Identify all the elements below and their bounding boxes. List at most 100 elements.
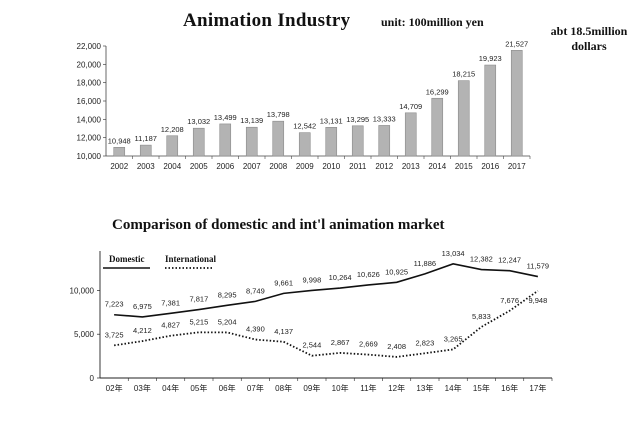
data-label: 8,749 [246,286,265,295]
legend-label-international: International [165,254,217,264]
line-x-tick-label: 12年 [388,383,405,393]
line-x-tick-label: 13年 [416,383,433,393]
line-x-tick-label: 11年 [360,383,376,393]
bar [166,135,179,157]
bar-value-label: 21,527 [505,39,528,48]
data-label: 5,204 [218,317,237,326]
data-label: 8,295 [218,290,237,299]
data-label: 7,676 [500,296,519,305]
bar [351,125,364,157]
data-label: 11,886 [414,259,436,268]
line-x-tick-label: 04年 [162,383,179,393]
series-line-international [113,290,539,358]
data-label: 10,925 [385,267,408,276]
bar-value-label: 13,333 [373,114,396,123]
line-x-tick-label: 15年 [473,383,490,393]
bar-x-tick-label: 2014 [428,162,446,171]
data-label: 12,382 [470,255,493,264]
line-x-tick-label: 06年 [219,383,236,393]
data-label: 5,215 [189,317,208,326]
bar-y-tick-label: 16,000 [77,97,102,106]
data-label: 2,669 [359,340,378,349]
bar-x-tick-label: 2017 [508,162,526,171]
data-label: 2,867 [331,338,350,347]
bar [192,127,205,157]
line-y-tick-label: 0 [90,374,95,383]
bar-x-tick-label: 2011 [349,162,367,171]
bar-value-label: 12,542 [293,122,316,131]
bar-x-tick-label: 2007 [243,162,261,171]
data-label: 7,381 [161,298,180,307]
data-label: 9,661 [274,278,293,287]
data-label: 11,579 [527,262,549,271]
line-y-tick-label: 10,000 [70,286,95,295]
bar-x-tick-label: 2009 [296,162,314,171]
line-x-tick-label: 09年 [303,383,320,393]
bar-x-tick-label: 2003 [137,162,155,171]
data-label: 4,212 [133,326,152,335]
bar-x-tick-label: 2006 [216,162,234,171]
bar-x-tick-label: 2005 [190,162,208,171]
data-label: 13,034 [442,249,465,258]
bar-value-label: 13,499 [214,113,237,122]
bar-y-tick-label: 14,000 [77,115,102,124]
bar-value-label: 16,299 [426,87,449,96]
data-label: 6,975 [133,302,152,311]
line-x-tick-label: 10年 [332,383,349,393]
data-label: 12,247 [498,256,521,265]
bar [139,144,152,157]
bar-x-tick-label: 2013 [402,162,420,171]
data-label: 2,544 [302,341,321,350]
bar-value-label: 13,139 [240,116,263,125]
bar [113,147,126,157]
bar [457,80,470,157]
data-label: 10,264 [329,273,352,282]
bar [484,64,497,157]
bar-x-tick-label: 2010 [322,162,340,171]
line-x-tick-label: 16年 [501,383,518,393]
bar-x-tick-label: 2002 [110,162,128,171]
bar-chart-annotation: abt 18.5million dollars [550,24,628,53]
line-x-tick-label: 14年 [445,383,462,393]
data-label: 4,390 [246,325,265,334]
data-label: 2,408 [387,342,406,351]
line-x-tick-label: 07年 [247,383,264,393]
bar-value-label: 19,923 [479,54,502,63]
bar [325,126,338,157]
data-label: 10,626 [357,270,380,279]
data-label: 4,137 [274,327,293,336]
bar [272,120,285,157]
bar-y-tick-label: 12,000 [77,134,102,143]
data-label: 9,948 [528,296,547,305]
bar-y-tick-label: 18,000 [77,79,102,88]
bar-x-tick-label: 2012 [375,162,393,171]
data-label: 4,827 [161,321,180,330]
bar-value-label: 12,208 [161,125,184,134]
line-y-tick-label: 5,000 [74,330,95,339]
bar [245,126,258,157]
bar-value-label: 13,131 [320,116,343,125]
bar [378,125,391,157]
line-x-tick-label: 08年 [275,383,292,393]
series-line-domestic [114,263,539,318]
line-x-tick-label: 03年 [134,383,151,393]
bar-value-label: 13,295 [346,115,369,124]
bar-x-tick-label: 2016 [481,162,499,171]
data-label: 5,833 [472,312,491,321]
data-label: 3,265 [444,334,463,343]
data-label: 7,817 [189,295,208,304]
bar-chart-title: Animation Industry [183,10,351,31]
line-x-tick-label: 02年 [106,383,123,393]
data-label: 3,725 [105,330,124,339]
line-x-tick-label: 05年 [190,383,207,393]
bar-y-tick-label: 20,000 [77,60,102,69]
bar-y-tick-label: 22,000 [77,42,102,51]
data-label: 7,223 [105,300,124,309]
bar-x-tick-label: 2008 [269,162,287,171]
bar-x-tick-label: 2004 [163,162,181,171]
bar [404,112,417,157]
bar-value-label: 13,798 [267,110,290,119]
bar-value-label: 10,948 [108,136,131,145]
data-label: 9,998 [302,275,321,284]
